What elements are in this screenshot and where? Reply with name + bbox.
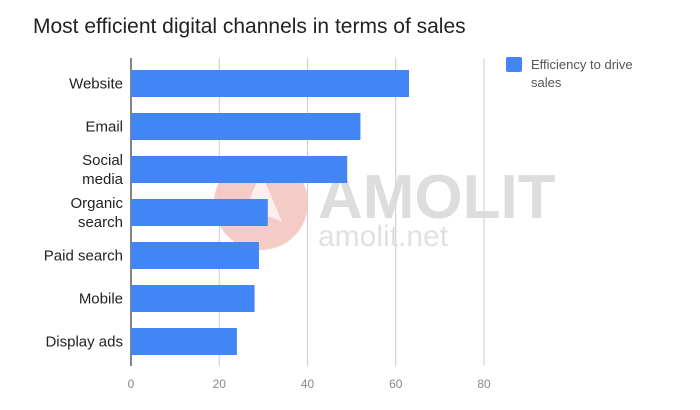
- watermark-brand: AMOLIT: [318, 163, 556, 232]
- bar: [131, 156, 348, 183]
- legend-swatch: [506, 57, 522, 72]
- legend-label: Efficiency to drive sales: [531, 57, 633, 90]
- bar: [131, 242, 259, 269]
- category-label: Email: [85, 119, 123, 136]
- bar: [131, 70, 409, 97]
- category-labels: Website Email Social media Organic search Paid…: [44, 76, 124, 351]
- x-tick-label: 20: [213, 377, 227, 391]
- watermark-site: amolit.net: [318, 220, 449, 253]
- legend: Efficiency to drive sales: [506, 57, 633, 90]
- bar: [131, 199, 268, 226]
- bar: [131, 113, 361, 140]
- bars: [131, 70, 409, 355]
- x-tick-label: 40: [301, 377, 315, 391]
- category-label: Social media: [82, 152, 124, 188]
- bar: [131, 285, 255, 312]
- category-label: Website: [69, 76, 123, 93]
- bar: [131, 328, 237, 355]
- x-tick-label: 80: [477, 377, 491, 391]
- x-tick-labels: 0 20 40 60 80: [128, 377, 491, 391]
- chart-title: Most efficient digital channels in terms…: [33, 15, 466, 38]
- category-label: Paid search: [44, 248, 123, 265]
- category-label: Display ads: [45, 334, 123, 351]
- category-label: Organic search: [70, 195, 123, 231]
- x-tick-label: 60: [389, 377, 403, 391]
- category-label: Mobile: [79, 291, 123, 308]
- x-tick-label: 0: [128, 377, 135, 391]
